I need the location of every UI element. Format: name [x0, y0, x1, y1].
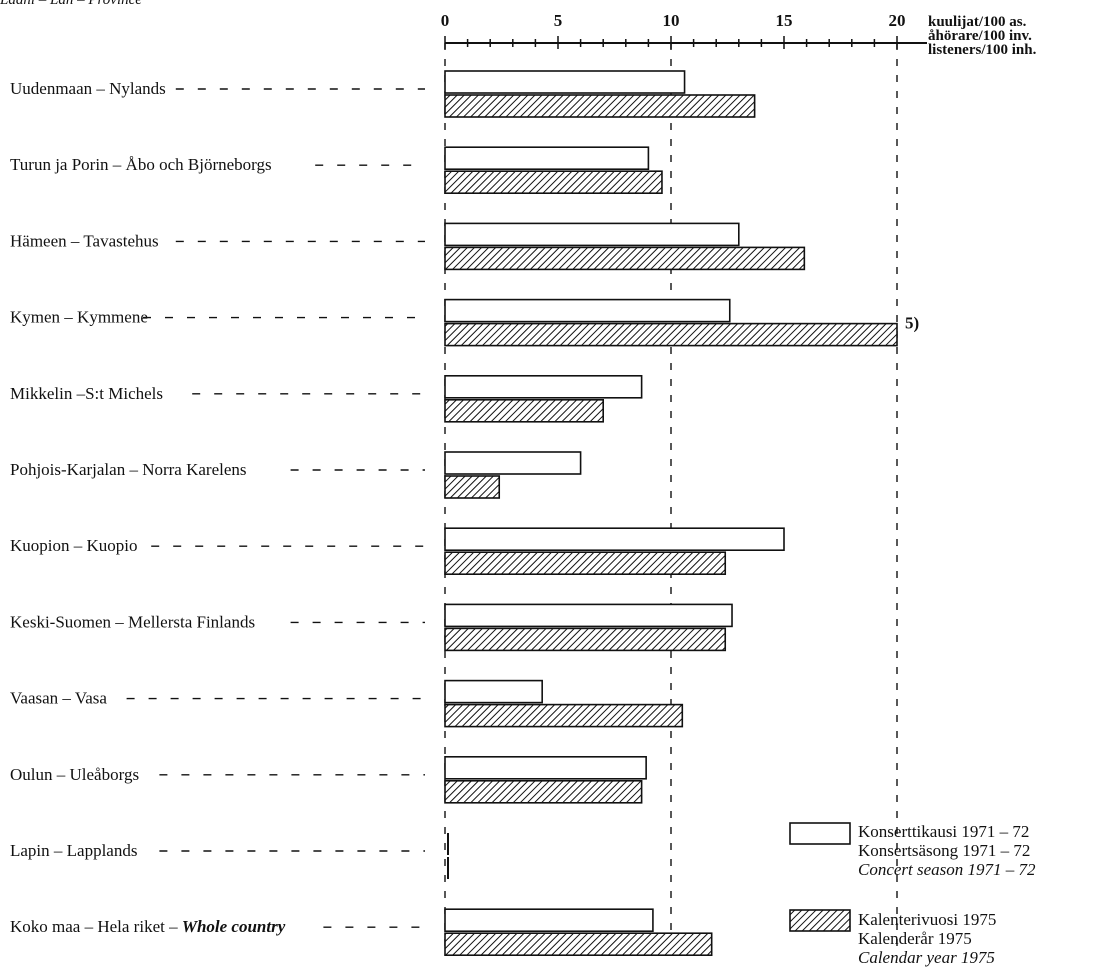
- bar-season-1971-72: [444, 679, 543, 704]
- bar-calendar-1975: [444, 170, 663, 194]
- bar-season-1971-72: [444, 908, 654, 933]
- tick-label: 0: [441, 11, 450, 30]
- legend-text: Kalenderår 1975: [858, 929, 972, 948]
- bar-calendar-1975: [444, 475, 501, 499]
- bar-season-1971-72: [444, 755, 647, 780]
- legend-swatch-open: [789, 822, 851, 845]
- bar-calendar-1975: [444, 932, 713, 957]
- bar-season-1971-72: [444, 451, 582, 475]
- bar-calendar-1975: [444, 627, 727, 652]
- bar-calendar-1975: [444, 551, 727, 576]
- top-fragment: Lääni – Län – Province: [0, 0, 142, 8]
- bar-season-1971-72: [444, 374, 643, 399]
- bars: 5): [444, 70, 919, 957]
- category-label: Lapin – Lapplands: [10, 841, 137, 860]
- legend-text: Konserttikausi 1971 – 72: [858, 822, 1029, 841]
- bar-calendar-1975: [444, 246, 806, 271]
- category-label: Koko maa – Hela riket – Whole country: [10, 917, 286, 936]
- footnote-marker: 5): [905, 314, 919, 333]
- tick-label: 20: [889, 11, 906, 30]
- unit-label-line: listeners/100 inh.: [928, 42, 1037, 58]
- category-label: Hämeen – Tavastehus: [10, 231, 159, 250]
- category-label: Turun ja Porin – Åbo och Björneborgs: [10, 155, 272, 174]
- unit-label-line: kuulijat/100 as.: [928, 14, 1027, 30]
- category-label: Kuopion – Kuopio: [10, 536, 138, 555]
- bar-season-1971-72: [444, 603, 733, 628]
- tick-label: 10: [663, 11, 680, 30]
- category-label: Pohjois-Karjalan – Norra Karelens: [10, 460, 247, 479]
- bar-calendar-1975: [444, 94, 756, 118]
- bar-calendar-1975: [444, 398, 604, 423]
- bar-calendar-1975: [444, 703, 684, 728]
- legend-text: Konsertsäsong 1971 – 72: [858, 841, 1030, 860]
- category-label: Oulun – Uleåborgs: [10, 765, 139, 784]
- x-axis: 0 5 10 15 20: [441, 11, 927, 49]
- bar-calendar-1975: [444, 779, 643, 804]
- legend-swatch-hatched: [789, 909, 851, 932]
- category-label: Mikkelin –S:t Michels: [10, 384, 163, 403]
- tick-label: 5: [554, 11, 563, 30]
- unit-label-line: åhörare/100 inv.: [928, 28, 1032, 44]
- category-label: Vaasan – Vasa: [10, 689, 107, 708]
- legend-text: Concert season 1971 – 72: [858, 860, 1036, 879]
- category-label: Keski-Suomen – Mellersta Finlands: [10, 612, 255, 631]
- bar-season-1971-72: [444, 70, 686, 94]
- tick-label: 15: [776, 11, 793, 30]
- bar-season-1971-72: [444, 527, 785, 552]
- category-label: Kymen – Kymmene: [10, 308, 148, 327]
- legend-text: Kalenterivuosi 1975: [858, 910, 996, 929]
- legend-text: Calendar year 1975: [858, 948, 995, 967]
- bar-season-1971-72: [444, 298, 731, 323]
- bar-calendar-1975: [444, 322, 898, 347]
- bar-season-1971-72: [444, 222, 740, 247]
- unit-label: kuulijat/100 as.åhörare/100 inv.listener…: [928, 14, 1037, 58]
- bar-season-1971-72: [444, 146, 650, 170]
- category-label: Uudenmaan – Nylands: [10, 79, 166, 98]
- category-labels: Uudenmaan – Nylands Turun ja Porin – Åbo …: [10, 79, 425, 936]
